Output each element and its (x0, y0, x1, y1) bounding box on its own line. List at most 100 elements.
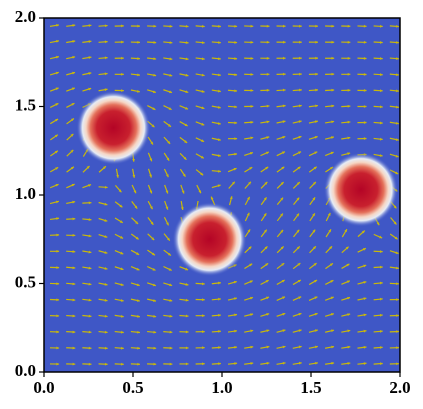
arrow-head (104, 235, 108, 238)
arrow-head (56, 217, 60, 220)
arrow-head (201, 57, 205, 61)
arrow-head (150, 221, 154, 225)
arrow-head (185, 283, 189, 286)
arrow-head (72, 233, 76, 237)
arrow-head (396, 362, 399, 366)
arrow-head (120, 299, 124, 302)
arrow-head (298, 104, 302, 108)
blob (323, 152, 398, 227)
arrow-head (86, 166, 90, 169)
arrow-head (250, 73, 254, 76)
arrow-head (347, 296, 351, 300)
arrow-head (151, 237, 155, 241)
arrow-head (380, 265, 383, 269)
arrow-head (217, 105, 221, 109)
arrow-head (56, 266, 60, 269)
arrow-head (314, 296, 318, 300)
arrow-head (201, 106, 205, 110)
arrow-head (347, 329, 351, 333)
arrow-head (396, 57, 399, 61)
arrow-head (104, 219, 108, 222)
arrow-head (180, 207, 184, 210)
arrow-head (169, 41, 173, 44)
arrow-head (234, 345, 238, 349)
arrow-head (282, 296, 286, 300)
arrow-head (104, 346, 108, 350)
arrow-head (379, 362, 383, 366)
arrow-head (380, 24, 383, 28)
arrow-head (88, 346, 92, 350)
arrow-head (137, 40, 140, 44)
arrow-head (169, 73, 173, 77)
arrow-head (55, 118, 59, 122)
arrow-head (328, 229, 331, 233)
arrow-head (380, 40, 383, 44)
arrow-head (153, 24, 157, 28)
arrow-head (280, 229, 284, 233)
arrow-head (151, 252, 155, 256)
arrow-head (152, 283, 156, 287)
arrow-head (168, 107, 172, 110)
arrow-head (153, 73, 157, 77)
x-tick-label: 2.0 (389, 378, 410, 397)
arrow-head (298, 361, 302, 365)
arrow-head (263, 213, 267, 217)
arrow-head (185, 346, 189, 350)
arrow-head (70, 133, 74, 137)
arrow-head (133, 190, 137, 194)
arrow-head (56, 346, 60, 350)
arrow-head (315, 88, 318, 92)
arrow-head (379, 329, 383, 333)
arrow-head (88, 282, 92, 286)
arrow-head (234, 297, 237, 301)
arrow-head (395, 251, 399, 255)
arrow-head (119, 220, 123, 223)
arrow-head (331, 88, 335, 92)
arrow-head (281, 166, 285, 170)
arrow-head (315, 361, 318, 365)
arrow-head (88, 24, 92, 28)
arrow-head (55, 103, 59, 106)
arrow-head (88, 234, 92, 238)
arrow-head (152, 107, 156, 110)
arrow-head (88, 298, 92, 302)
arrow-head (395, 154, 399, 158)
arrow-head (314, 312, 318, 316)
arrow-head (330, 280, 334, 283)
arrow-head (282, 56, 286, 60)
arrow-head (282, 361, 286, 365)
arrow-head (331, 329, 334, 333)
arrow-head (185, 314, 189, 318)
arrow-head (312, 229, 316, 233)
arrow-head (153, 57, 157, 61)
arrow-head (282, 120, 286, 124)
arrow-head (88, 314, 92, 318)
arrow-head (72, 55, 76, 59)
arrow-head (234, 313, 237, 317)
arrow-head (135, 236, 139, 240)
arrow-head (153, 362, 157, 366)
arrow-head (121, 72, 124, 76)
arrow-head (70, 149, 74, 153)
arrow-head (121, 89, 124, 92)
arrow-head (72, 71, 76, 75)
arrow-head (218, 346, 221, 349)
arrow-head (347, 72, 351, 76)
arrow-head (152, 90, 156, 94)
arrow-head (363, 345, 367, 349)
arrow-head (72, 40, 76, 43)
arrow-head (380, 73, 383, 77)
arrow-head (88, 330, 92, 334)
arrow-head (266, 56, 270, 60)
arrow-head (185, 41, 189, 45)
arrow-head (153, 314, 157, 318)
arrow-head (250, 361, 254, 365)
arrow-head (299, 56, 302, 60)
arrow-head (347, 104, 351, 108)
arrow-head (217, 138, 221, 141)
arrow-head (393, 221, 397, 225)
arrow-head (329, 263, 333, 267)
arrow-head (120, 314, 124, 318)
y-tick-label: 1.5 (15, 95, 36, 114)
arrow-head (134, 205, 138, 209)
